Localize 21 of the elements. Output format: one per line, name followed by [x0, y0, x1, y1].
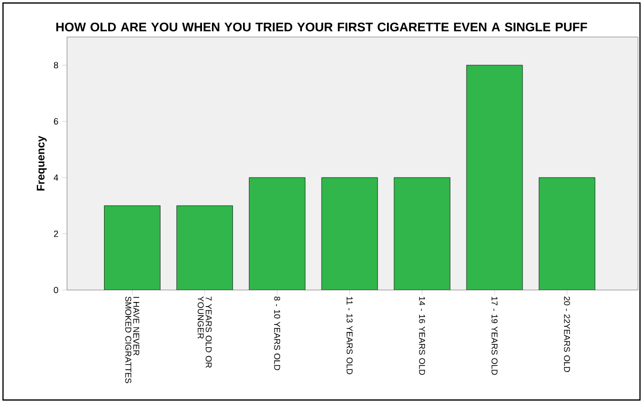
bar — [322, 178, 378, 290]
y-axis-title: Frequency — [36, 136, 47, 190]
y-tick-label: 4 — [54, 174, 58, 181]
y-tick-label: 6 — [54, 118, 58, 125]
chart-title: HOW OLD ARE YOU WHEN YOU TRIED YOUR FIRST CIGARETTE EVEN A SINGLE PUFF — [56, 22, 588, 32]
y-tick-label: 2 — [54, 230, 58, 237]
bar — [394, 178, 450, 290]
x-tick-label: 17 - 19 YEARS OLD — [492, 296, 498, 375]
x-tick-label: 8 - 10 YEARS OLD — [274, 296, 280, 370]
bar — [104, 206, 160, 290]
y-tick-label: 0 — [54, 286, 58, 294]
y-tick-label: 8 — [54, 62, 58, 68]
bar — [176, 206, 233, 290]
bar — [249, 178, 306, 290]
x-tick-label: 11 - 13 YEARS OLD — [346, 296, 353, 374]
bar — [466, 65, 523, 290]
x-tick-label: 7 YEARS OLD OR YOUNGER — [198, 296, 212, 368]
x-tick-label: 14 - 16 YEARS OLD — [419, 296, 426, 375]
x-tick-label: I HAVE NEVER SMOKED CIGRATTES — [125, 296, 140, 384]
bar — [538, 177, 596, 290]
x-tick-label: 20 - 22YEARS OLD — [564, 296, 570, 372]
